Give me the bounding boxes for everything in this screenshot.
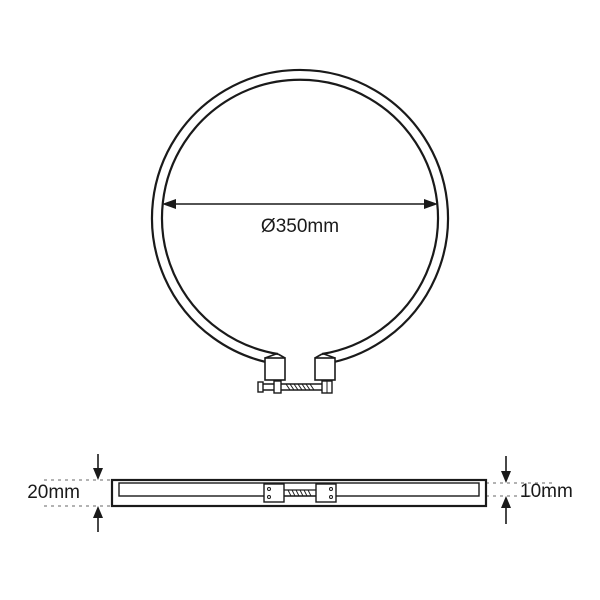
- dim-20mm-label: 20mm: [27, 482, 80, 503]
- clamp-bracket-right: [315, 354, 335, 380]
- clamp-bolt: [258, 380, 332, 393]
- top-view: Ø350mm: [152, 70, 448, 393]
- diameter-dimension: Ø350mm: [162, 199, 438, 237]
- side-view: 20mm 10mm: [27, 454, 573, 532]
- dim-10mm: 10mm: [501, 456, 573, 524]
- clamp-bracket-left: [265, 354, 285, 380]
- technical-drawing: Ø350mm: [0, 0, 600, 600]
- dim-10mm-label: 10mm: [520, 481, 573, 502]
- dim-20mm: 20mm: [27, 454, 103, 532]
- band-body: [112, 480, 486, 506]
- diameter-label: Ø350mm: [261, 216, 339, 237]
